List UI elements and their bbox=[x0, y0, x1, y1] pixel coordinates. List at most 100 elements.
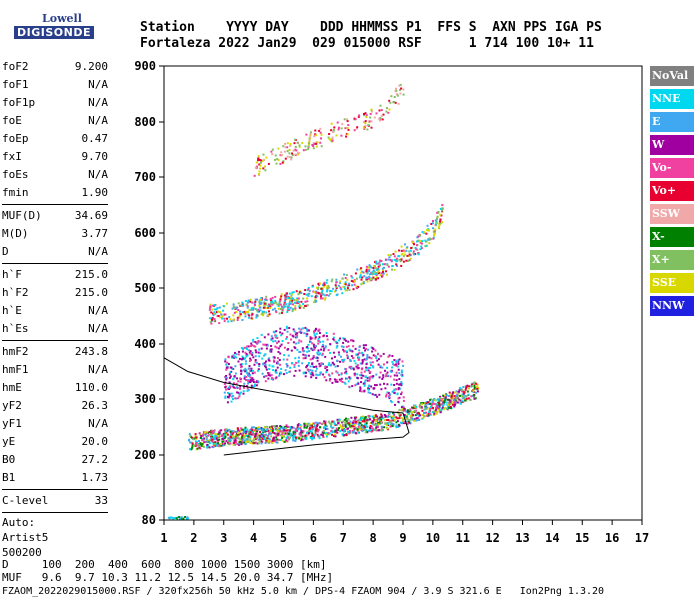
f-trace-point bbox=[239, 432, 242, 435]
f-trace-point bbox=[444, 398, 447, 401]
third-hop-point bbox=[370, 126, 373, 129]
spread-f-point bbox=[289, 333, 292, 336]
second-hop-point bbox=[329, 292, 332, 295]
spread-f-point bbox=[366, 379, 369, 382]
third-hop-point bbox=[347, 128, 350, 131]
spread-f-point bbox=[332, 336, 335, 339]
f-trace-point bbox=[427, 413, 430, 415]
spread-f-point bbox=[401, 375, 404, 378]
spread-f-point bbox=[386, 361, 389, 364]
third-hop-point bbox=[346, 118, 349, 121]
second-hop-point bbox=[372, 267, 375, 269]
spread-f-point bbox=[379, 371, 382, 374]
f-trace-point bbox=[311, 438, 314, 441]
spread-f-point bbox=[325, 379, 328, 382]
f-trace-point bbox=[470, 383, 473, 386]
spread-f-point bbox=[371, 365, 374, 368]
second-hop-point bbox=[350, 275, 353, 278]
spread-f-point bbox=[372, 348, 375, 350]
f-trace-point bbox=[429, 398, 432, 401]
spread-f-point bbox=[337, 351, 340, 354]
spread-f-point bbox=[295, 361, 298, 364]
third-hop-point bbox=[399, 88, 401, 91]
f-trace-point bbox=[424, 408, 427, 410]
spread-f-point bbox=[237, 380, 240, 383]
spread-f-point bbox=[224, 358, 227, 361]
f-trace-point bbox=[380, 425, 383, 428]
f-trace-point bbox=[314, 421, 317, 424]
f-trace-point bbox=[453, 405, 456, 408]
f-trace-point bbox=[217, 444, 219, 447]
second-hop-point bbox=[346, 284, 349, 287]
f-trace-point bbox=[341, 429, 344, 432]
f-trace-point bbox=[460, 401, 463, 403]
f-trace-point bbox=[294, 439, 297, 442]
f-trace-point bbox=[322, 422, 325, 425]
footer-file-info: FZAOM_2022029015000.RSF / 320fx256h 50 k… bbox=[2, 586, 605, 597]
electron-density-profile bbox=[163, 357, 410, 456]
third-hop-point bbox=[308, 139, 311, 142]
f-trace-point bbox=[341, 421, 344, 424]
spread-f-point bbox=[304, 357, 307, 360]
f-trace-point bbox=[281, 433, 284, 436]
spread-f-point bbox=[271, 337, 274, 340]
second-hop-point bbox=[284, 297, 287, 300]
spread-f-point bbox=[240, 363, 243, 366]
f-trace-point bbox=[449, 405, 452, 408]
f-trace-point bbox=[374, 414, 377, 417]
third-hop-point bbox=[370, 120, 373, 123]
f-trace-point bbox=[229, 442, 232, 445]
spread-f-point bbox=[237, 353, 240, 356]
spread-f-point bbox=[288, 327, 291, 329]
third-hop-point bbox=[262, 153, 265, 156]
f-trace-point bbox=[260, 434, 263, 437]
f-trace-point bbox=[407, 420, 410, 423]
f-trace-point bbox=[413, 405, 416, 408]
spread-f-point bbox=[335, 378, 338, 381]
sporadic-point bbox=[180, 516, 183, 519]
f-trace-point bbox=[221, 438, 224, 441]
spread-f-point bbox=[243, 358, 246, 361]
f-trace-point bbox=[428, 401, 431, 403]
f-trace-point bbox=[367, 430, 370, 433]
f-trace-point bbox=[237, 433, 240, 436]
spread-f-point bbox=[287, 354, 290, 357]
f-trace-point bbox=[267, 430, 270, 432]
spread-f-point bbox=[364, 379, 367, 382]
spread-f-point bbox=[313, 348, 316, 351]
f-trace-point bbox=[449, 407, 452, 410]
second-hop-point bbox=[419, 248, 422, 251]
third-hop-point bbox=[371, 110, 373, 113]
third-hop-point bbox=[381, 118, 384, 121]
f-trace-point bbox=[303, 426, 306, 429]
second-hop-point bbox=[415, 248, 418, 251]
f-trace-point bbox=[342, 430, 345, 433]
f-trace-point bbox=[304, 438, 307, 441]
f-trace-point bbox=[230, 431, 233, 434]
spread-f-point bbox=[386, 374, 389, 377]
second-hop-point bbox=[298, 305, 301, 308]
f-trace-point bbox=[270, 425, 273, 428]
second-hop-point bbox=[317, 292, 320, 295]
f-trace-point bbox=[424, 402, 427, 405]
spread-f-point bbox=[223, 383, 226, 386]
third-hop-point bbox=[279, 154, 282, 157]
f-trace-point bbox=[474, 397, 477, 400]
f-trace-point bbox=[334, 433, 336, 436]
third-hop-point bbox=[347, 124, 350, 127]
spread-f-point bbox=[352, 357, 355, 360]
third-hop-point bbox=[363, 127, 366, 130]
f-trace-point bbox=[360, 427, 362, 430]
f-trace-point bbox=[224, 435, 227, 438]
f-trace-point bbox=[279, 434, 282, 437]
third-hop-point bbox=[296, 141, 299, 144]
second-hop-point bbox=[421, 240, 424, 243]
f-trace-point bbox=[377, 425, 379, 428]
second-hop-point bbox=[232, 305, 235, 308]
param-value: N/A bbox=[88, 304, 108, 317]
header-line-2: Fortaleza 2022 Jan29 029 015000 RSF 1 71… bbox=[140, 36, 594, 51]
param-name: foEp bbox=[2, 132, 29, 145]
legend-item-noval: NoVal bbox=[650, 66, 694, 86]
f-trace-point bbox=[232, 431, 235, 434]
f-trace-point bbox=[200, 436, 203, 439]
